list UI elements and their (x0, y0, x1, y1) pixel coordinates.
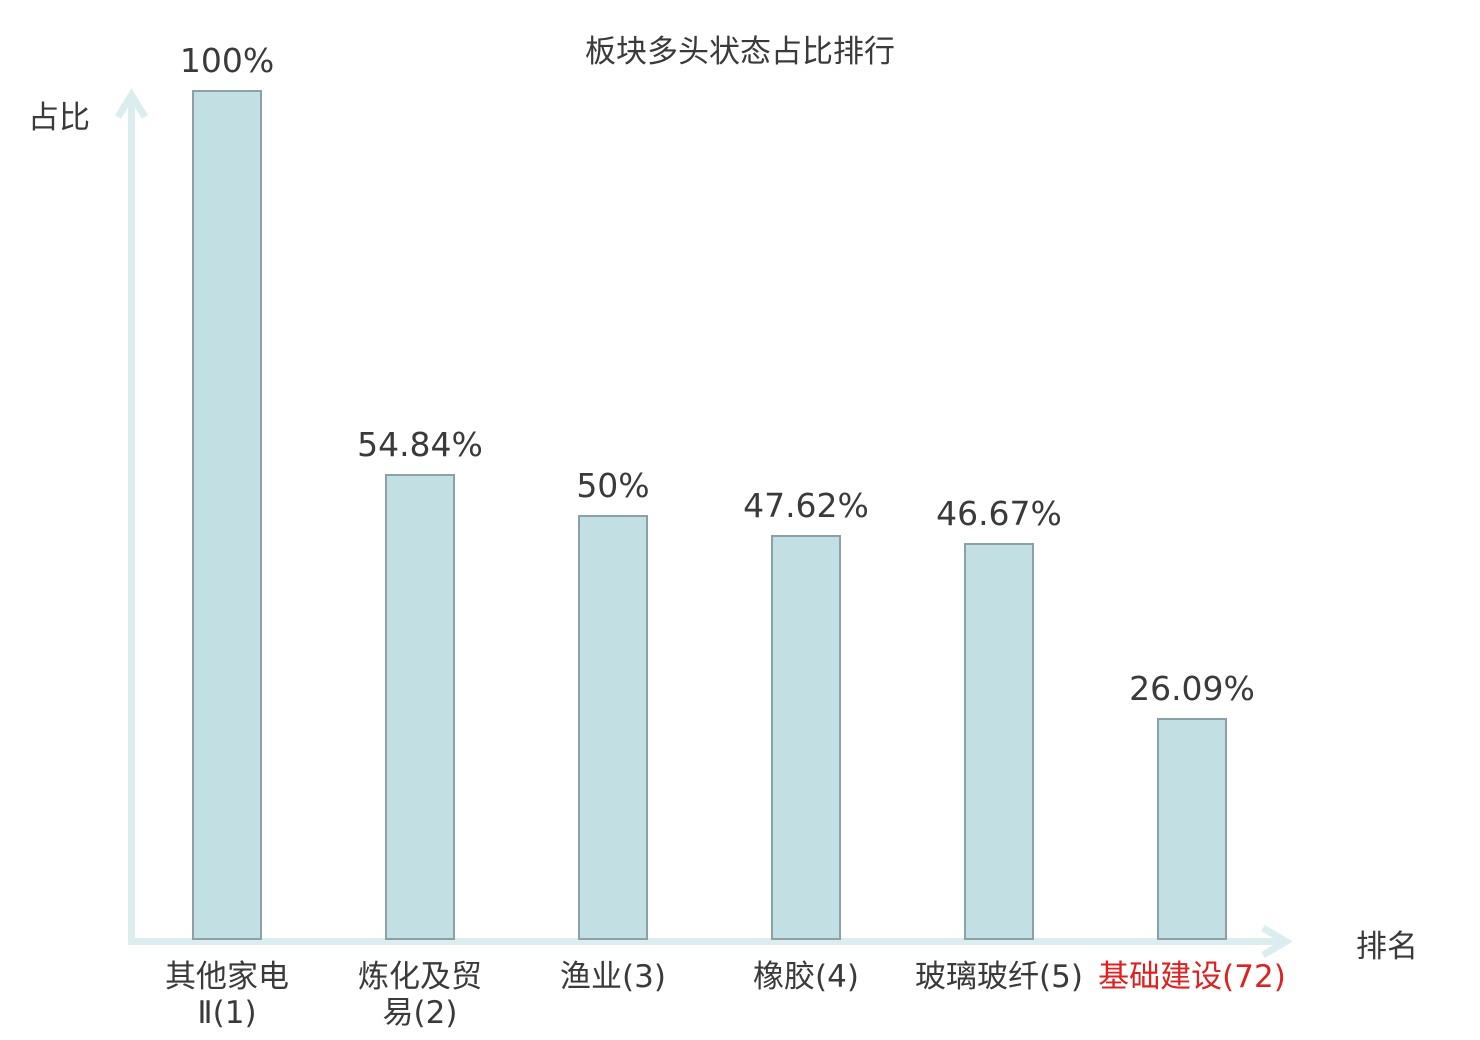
bar-6-value-label: 26.09% (1129, 669, 1255, 708)
bar-4-rect (771, 535, 841, 940)
bar-4-value-label: 47.62% (743, 486, 869, 525)
bar-6-category-label: 基础建设(72) (1098, 959, 1286, 995)
bar-2-category-label: 炼化及贸 易(2) (358, 959, 482, 1031)
x-axis-label: 排名 (1356, 929, 1418, 965)
bar-6-rect (1157, 718, 1227, 940)
bar-3-value-label: 50% (576, 466, 650, 505)
bar-5-category-label: 玻璃玻纤(5) (915, 959, 1083, 995)
bar-2-rect (385, 474, 455, 940)
bar-5-value-label: 46.67% (936, 494, 1062, 533)
bar-1-value-label: 100% (179, 41, 275, 80)
x-axis-arrowhead-icon (1261, 924, 1293, 959)
bar-3-category-label: 渔业(3) (560, 959, 666, 995)
bar-1-category-label: 其他家电 Ⅱ(1) (165, 959, 289, 1031)
bar-2-value-label: 54.84% (357, 425, 483, 464)
bar-3-rect (578, 515, 648, 940)
y-axis-arrowhead-icon (115, 88, 148, 119)
chart-title: 板块多头状态占比排行 (585, 34, 895, 70)
bar-5-rect (964, 543, 1034, 940)
bar-1-rect (192, 90, 262, 940)
y-axis-label: 占比 (28, 100, 90, 136)
bar-4-category-label: 橡胶(4) (753, 959, 859, 995)
